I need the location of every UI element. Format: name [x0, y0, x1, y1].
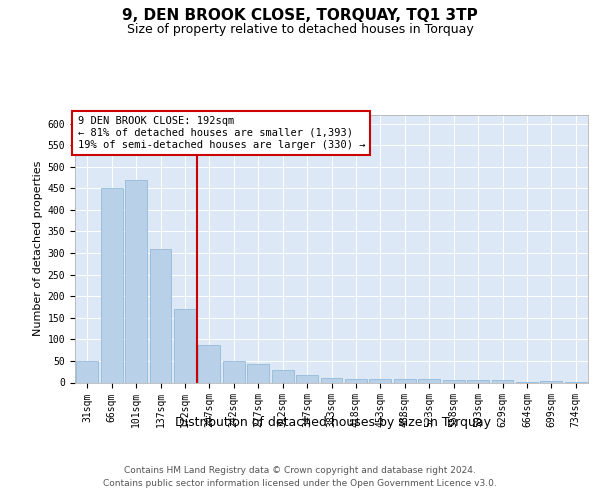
Bar: [541, 381, 562, 382]
Bar: [320, 378, 343, 382]
Text: 9 DEN BROOK CLOSE: 192sqm
← 81% of detached houses are smaller (1,393)
19% of se: 9 DEN BROOK CLOSE: 192sqm ← 81% of detac…: [77, 116, 365, 150]
Bar: [296, 374, 318, 382]
Bar: [199, 344, 220, 383]
Y-axis label: Number of detached properties: Number of detached properties: [34, 161, 43, 336]
Bar: [467, 380, 489, 382]
Bar: [247, 364, 269, 382]
Bar: [272, 370, 293, 382]
Bar: [370, 379, 391, 382]
Text: Distribution of detached houses by size in Torquay: Distribution of detached houses by size …: [175, 416, 491, 429]
Bar: [223, 361, 245, 382]
Text: 9, DEN BROOK CLOSE, TORQUAY, TQ1 3TP: 9, DEN BROOK CLOSE, TORQUAY, TQ1 3TP: [122, 8, 478, 22]
Bar: [76, 361, 98, 382]
Bar: [345, 379, 367, 382]
Bar: [101, 188, 122, 382]
Bar: [125, 180, 147, 382]
Text: Size of property relative to detached houses in Torquay: Size of property relative to detached ho…: [127, 24, 473, 36]
Bar: [443, 380, 464, 382]
Text: Contains public sector information licensed under the Open Government Licence v3: Contains public sector information licen…: [103, 479, 497, 488]
Text: Contains HM Land Registry data © Crown copyright and database right 2024.: Contains HM Land Registry data © Crown c…: [124, 466, 476, 475]
Bar: [174, 309, 196, 382]
Bar: [418, 380, 440, 382]
Bar: [491, 380, 514, 382]
Bar: [394, 379, 416, 382]
Bar: [149, 248, 172, 382]
